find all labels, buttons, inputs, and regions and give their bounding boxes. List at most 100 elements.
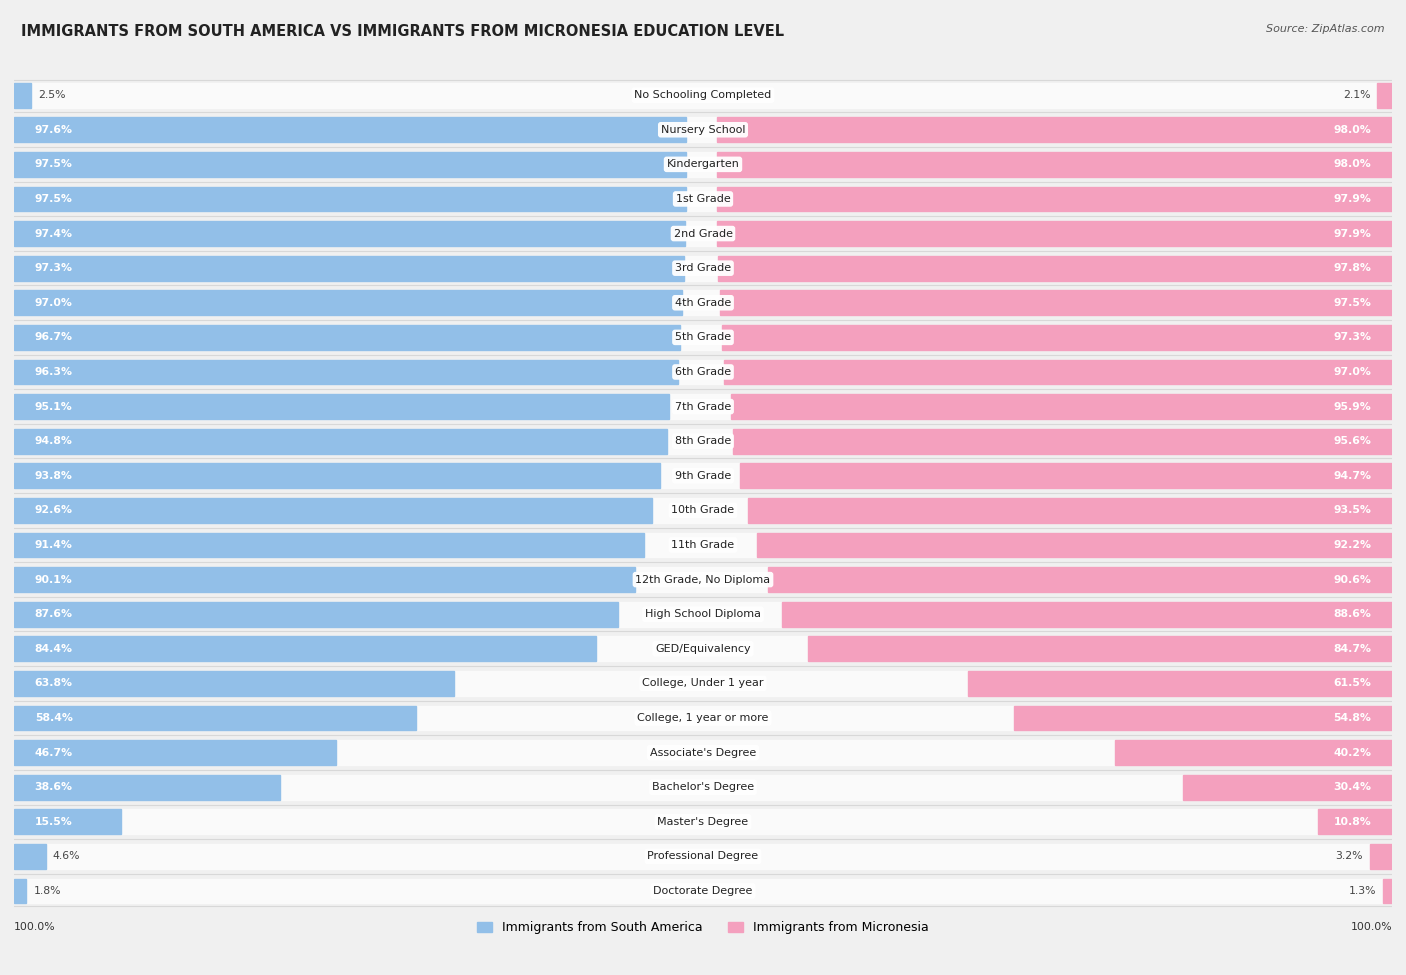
Text: IMMIGRANTS FROM SOUTH AMERICA VS IMMIGRANTS FROM MICRONESIA EDUCATION LEVEL: IMMIGRANTS FROM SOUTH AMERICA VS IMMIGRA… [21,24,785,39]
Bar [14,429,1392,453]
Text: 94.8%: 94.8% [35,436,73,447]
Bar [1369,844,1392,869]
Bar [14,221,685,246]
Text: 46.7%: 46.7% [35,748,73,758]
Text: 2.5%: 2.5% [38,90,66,100]
Text: Kindergarten: Kindergarten [666,159,740,170]
Text: 97.9%: 97.9% [1333,194,1371,204]
Bar [14,463,1392,488]
Bar [14,637,1392,661]
Text: 98.0%: 98.0% [1333,125,1371,135]
Bar [808,637,1392,661]
Bar [724,360,1392,384]
Text: High School Diploma: High School Diploma [645,609,761,619]
Text: Source: ZipAtlas.com: Source: ZipAtlas.com [1267,24,1385,34]
Bar [14,602,1392,627]
Text: 61.5%: 61.5% [1333,679,1371,688]
Text: 40.2%: 40.2% [1333,748,1371,758]
Bar [14,291,682,315]
Text: 97.8%: 97.8% [1333,263,1371,273]
Bar [14,152,686,176]
Text: 9th Grade: 9th Grade [675,471,731,481]
Bar [14,740,336,765]
Text: Doctorate Degree: Doctorate Degree [654,886,752,896]
Bar [14,360,1392,384]
Text: 90.1%: 90.1% [35,574,73,585]
Bar [969,671,1392,696]
Bar [14,360,678,384]
Bar [14,463,661,488]
Text: 1.3%: 1.3% [1348,886,1376,896]
Bar [14,117,1392,142]
Bar [14,325,1392,350]
Legend: Immigrants from South America, Immigrants from Micronesia: Immigrants from South America, Immigrant… [477,921,929,934]
Bar [14,775,280,799]
Text: 1st Grade: 1st Grade [676,194,730,204]
Text: 97.0%: 97.0% [35,297,73,308]
Text: 97.5%: 97.5% [35,159,73,170]
Bar [14,255,685,281]
Bar [717,117,1392,142]
Bar [14,809,121,835]
Bar [14,671,1392,696]
Text: Master's Degree: Master's Degree [658,817,748,827]
Bar [1378,83,1392,107]
Text: 12th Grade, No Diploma: 12th Grade, No Diploma [636,574,770,585]
Bar [14,878,1392,904]
Bar [14,706,1392,730]
Text: 90.6%: 90.6% [1333,574,1371,585]
Bar [717,186,1392,212]
Bar [14,152,1392,176]
Text: 96.7%: 96.7% [35,332,73,342]
Text: 84.7%: 84.7% [1333,644,1371,654]
Text: 63.8%: 63.8% [35,679,73,688]
Text: 97.3%: 97.3% [35,263,73,273]
Text: 7th Grade: 7th Grade [675,402,731,411]
Bar [748,498,1392,523]
Text: 30.4%: 30.4% [1333,782,1371,793]
Bar [14,429,668,453]
Bar [14,809,1392,835]
Text: 1.8%: 1.8% [34,886,60,896]
Bar [14,291,1392,315]
Text: 10.8%: 10.8% [1333,817,1371,827]
Text: 4th Grade: 4th Grade [675,297,731,308]
Bar [14,878,27,904]
Text: 38.6%: 38.6% [35,782,73,793]
Bar [14,325,681,350]
Bar [14,637,596,661]
Text: 54.8%: 54.8% [1333,713,1371,723]
Text: 100.0%: 100.0% [14,922,56,932]
Text: 10th Grade: 10th Grade [672,505,734,516]
Bar [14,740,1392,765]
Bar [14,532,1392,558]
Bar [1182,775,1392,799]
Bar [14,844,1392,869]
Bar [14,706,416,730]
Text: College, Under 1 year: College, Under 1 year [643,679,763,688]
Bar [756,532,1392,558]
Bar [14,255,1392,281]
Text: Bachelor's Degree: Bachelor's Degree [652,782,754,793]
Bar [718,255,1392,281]
Text: 95.9%: 95.9% [1333,402,1371,411]
Text: 87.6%: 87.6% [35,609,73,619]
Text: 97.9%: 97.9% [1333,228,1371,239]
Bar [14,567,634,592]
Text: 95.6%: 95.6% [1333,436,1371,447]
Bar [1317,809,1392,835]
Bar [740,463,1392,488]
Bar [14,186,686,212]
Text: 97.3%: 97.3% [1333,332,1371,342]
Bar [14,602,617,627]
Text: 5th Grade: 5th Grade [675,332,731,342]
Text: No Schooling Completed: No Schooling Completed [634,90,772,100]
Bar [14,83,31,107]
Text: 97.5%: 97.5% [1333,297,1371,308]
Bar [14,186,1392,212]
Text: 58.4%: 58.4% [35,713,73,723]
Bar [14,775,1392,799]
Text: 96.3%: 96.3% [35,367,73,377]
Text: 91.4%: 91.4% [35,540,73,550]
Bar [782,602,1392,627]
